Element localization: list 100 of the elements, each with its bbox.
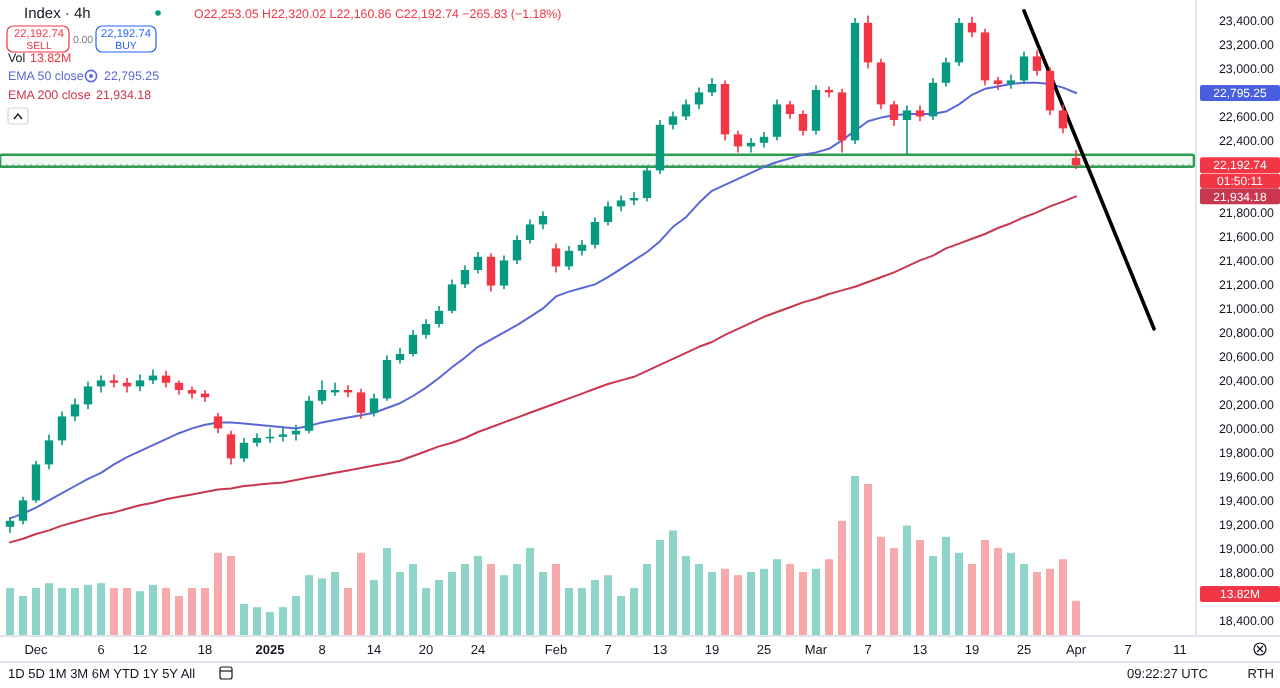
candlestick: [733, 130, 743, 154]
candlestick: [668, 110, 678, 131]
bar: [409, 564, 417, 636]
bar: [708, 572, 716, 636]
bar: [58, 588, 66, 636]
bar: [591, 580, 599, 636]
bar: [968, 564, 976, 636]
bar: [227, 556, 235, 636]
candlestick: [473, 251, 483, 275]
bar: [1020, 564, 1028, 636]
bar: [266, 612, 274, 636]
bar: [942, 536, 950, 636]
candlestick: [941, 56, 951, 88]
candlestick: [109, 373, 119, 389]
candlestick: [83, 380, 93, 410]
bar: [643, 564, 651, 636]
candlestick: [889, 100, 899, 127]
bar: [721, 568, 729, 636]
bar: [292, 596, 300, 636]
bar: [552, 564, 560, 636]
bar: [149, 584, 157, 636]
bar: [604, 575, 612, 636]
candlestick: [304, 395, 314, 434]
bar: [32, 588, 40, 636]
bar: [474, 556, 482, 636]
bar: [110, 588, 118, 636]
candlestick: [681, 98, 691, 121]
bar: [6, 588, 14, 636]
candlestick: [1045, 66, 1055, 116]
bar: [331, 572, 339, 636]
candlestick: [954, 17, 964, 67]
bar: [981, 540, 989, 636]
bar: [240, 604, 248, 636]
bar: [760, 568, 768, 636]
bar: [578, 588, 586, 636]
bar: [435, 580, 443, 636]
candlestick: [369, 392, 379, 418]
bar: [630, 588, 638, 636]
bar: [669, 530, 677, 636]
bar: [565, 588, 573, 636]
candlestick: [525, 218, 535, 245]
bar: [929, 556, 937, 636]
candlestick: [226, 430, 236, 466]
bar: [175, 596, 183, 636]
bar: [955, 552, 963, 636]
bar: [812, 568, 820, 636]
candlestick: [70, 397, 80, 422]
bar: [825, 559, 833, 636]
bar: [1007, 552, 1015, 636]
bar: [123, 588, 131, 636]
bar: [84, 584, 92, 636]
candlestick: [512, 234, 522, 265]
candlestick: [798, 109, 808, 137]
bar: [201, 588, 209, 636]
bar: [682, 556, 690, 636]
candlestick: [18, 496, 28, 526]
bar: [838, 520, 846, 636]
bar: [903, 525, 911, 636]
bar: [318, 578, 326, 636]
bar: [786, 564, 794, 636]
bar: [305, 575, 313, 636]
bar: [513, 564, 521, 636]
candlestick: [57, 410, 67, 446]
bar: [734, 575, 742, 636]
bar: [370, 580, 378, 636]
candlestick: [876, 58, 886, 110]
candlestick: [928, 77, 938, 121]
candlestick: [863, 14, 873, 70]
candlestick: [278, 426, 288, 443]
candlestick: [213, 412, 223, 434]
candlestick: [564, 245, 574, 271]
bar: [799, 572, 807, 636]
bar: [1059, 559, 1067, 636]
bar: [890, 548, 898, 636]
bar: [877, 536, 885, 636]
bar: [851, 476, 859, 636]
bar: [344, 588, 352, 636]
bar: [1033, 572, 1041, 636]
bar: [19, 596, 27, 636]
candlestick: [1032, 49, 1042, 77]
candlestick: [694, 86, 704, 110]
candlestick: [486, 252, 496, 293]
candlestick: [434, 305, 444, 329]
candlestick: [642, 164, 652, 203]
candlestick: [1058, 103, 1068, 134]
candlestick: [603, 200, 613, 227]
candlestick: [447, 278, 457, 314]
candlestick: [317, 379, 327, 406]
candlestick: [382, 354, 392, 402]
candlestick: [655, 119, 665, 175]
candlestick: [811, 84, 821, 136]
candlestick: [551, 242, 561, 274]
bar: [487, 564, 495, 636]
candlestick: [408, 329, 418, 358]
bar: [97, 583, 105, 636]
candlestick: [837, 88, 847, 154]
candlestick: [590, 216, 600, 250]
bar: [188, 588, 196, 636]
candlestick: [1006, 73, 1016, 90]
bar: [253, 607, 261, 636]
